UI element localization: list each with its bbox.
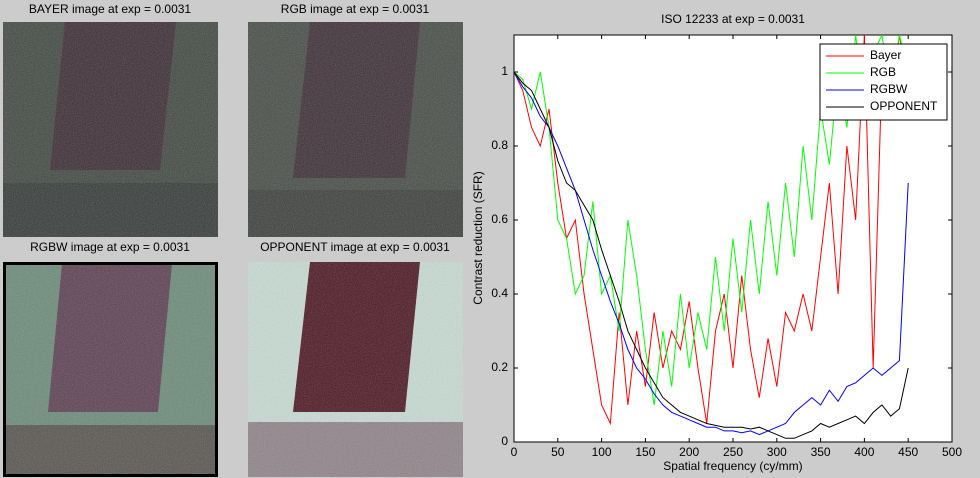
- x-tick-label: 100: [592, 445, 612, 459]
- x-tick-label: 500: [942, 445, 962, 459]
- image-title: OPPONENT image at exp = 0.0031: [260, 240, 450, 254]
- y-axis-label: Contrast reduction (SFR): [471, 171, 485, 304]
- y-tick-label: 0.6: [491, 212, 508, 226]
- rgb-image: [248, 22, 463, 237]
- chart-title: ISO 12233 at exp = 0.0031: [661, 12, 805, 26]
- series-line: [514, 71, 909, 439]
- rgbw-image: [3, 262, 218, 477]
- y-tick-label: 0: [501, 434, 508, 448]
- x-tick-label: 400: [854, 445, 874, 459]
- image-title: BAYER image at exp = 0.0031: [29, 2, 192, 16]
- opponent-image: [248, 262, 463, 477]
- image-title: RGB image at exp = 0.0031: [281, 2, 430, 16]
- y-tick-label: 0.8: [491, 138, 508, 152]
- series-line: [514, 71, 909, 436]
- x-tick-label: 350: [811, 445, 831, 459]
- x-tick-label: 450: [898, 445, 918, 459]
- x-tick-label: 0: [511, 445, 518, 459]
- x-tick-label: 250: [723, 445, 743, 459]
- bayer-image: [3, 22, 218, 237]
- legend-label: OPPONENT: [870, 99, 938, 113]
- x-tick-label: 200: [679, 445, 699, 459]
- y-tick-label: 1: [501, 64, 508, 78]
- x-tick-label: 300: [767, 445, 787, 459]
- image-title: RGBW image at exp = 0.0031: [30, 240, 190, 254]
- x-tick-label: 150: [635, 445, 655, 459]
- legend-label: Bayer: [870, 48, 901, 62]
- y-tick-label: 0.4: [491, 286, 508, 300]
- series-line: [514, 35, 909, 426]
- legend-label: RGB: [870, 65, 896, 79]
- legend-label: RGBW: [870, 82, 908, 96]
- y-tick-label: 0.2: [491, 360, 508, 374]
- x-axis-label: Spatial frequency (cy/mm): [663, 459, 802, 473]
- x-tick-label: 50: [551, 445, 565, 459]
